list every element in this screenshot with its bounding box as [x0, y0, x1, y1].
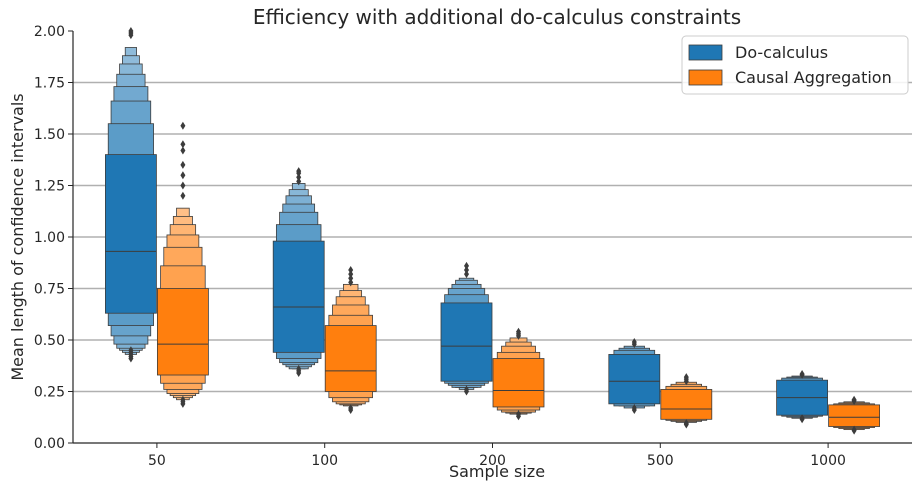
outlier-point [348, 274, 354, 283]
box-level [828, 404, 880, 427]
y-tick-label: 1.00 [34, 230, 65, 246]
outlier-point [180, 146, 186, 155]
chart-title: Efficiency with additional do-calculus c… [253, 5, 741, 29]
y-tick-label: 0.25 [34, 385, 65, 401]
outlier-point [799, 414, 805, 423]
box-group [608, 338, 661, 415]
axes: 0.00 0.25 0.50 0.75 1.00 1.25 1.50 1.75 2.00 50 10… [34, 24, 912, 469]
y-tick-label: 1.50 [34, 127, 65, 143]
outlier-point [348, 278, 354, 287]
x-tick-label: 50 [148, 453, 166, 469]
box-level [492, 358, 545, 408]
plot-area [105, 27, 880, 435]
box-level [660, 389, 713, 420]
outlier-point [296, 167, 302, 176]
legend-swatch [688, 69, 723, 86]
outlier-point [464, 261, 469, 270]
outlier-point [516, 327, 521, 336]
legend-label: Causal Aggregation [735, 68, 892, 87]
y-tick-label: 0.75 [34, 282, 65, 298]
y-tick-label: 1.25 [34, 179, 65, 195]
outlier-point [180, 181, 186, 190]
outlier-point [128, 27, 134, 35]
outlier-point [464, 265, 469, 274]
x-axis-label: Sample size [449, 462, 545, 481]
x-tick-label: 1000 [810, 453, 846, 469]
outlier-point [348, 265, 354, 274]
box-group [492, 327, 545, 421]
box-group [272, 167, 325, 377]
box-group [776, 369, 828, 424]
outlier-point [631, 403, 637, 412]
outlier-point [180, 121, 186, 130]
outlier-point [464, 385, 469, 394]
box-level [105, 154, 157, 314]
x-tick-label: 100 [311, 453, 338, 469]
outlier-point [348, 403, 354, 412]
y-axis-label: Mean length of confidence intervals [8, 93, 27, 380]
outlier-point [180, 140, 186, 149]
box-level [440, 302, 493, 382]
box-level [156, 288, 209, 376]
outlier-point [180, 395, 186, 404]
outlier-point [851, 425, 857, 434]
outlier-point [348, 270, 354, 279]
box-level [272, 240, 325, 353]
outlier-point [683, 373, 689, 382]
box-group [105, 27, 157, 363]
outlier-point [799, 369, 805, 378]
legend-label: Do-calculus [735, 43, 828, 62]
box-group [828, 395, 880, 435]
outlier-point [128, 346, 134, 355]
box-group [440, 261, 493, 396]
box-level [324, 325, 377, 392]
y-tick-label: 2.00 [34, 24, 65, 40]
y-tick-label: 1.75 [34, 76, 65, 92]
box-group [660, 373, 713, 429]
legend: Do-calculus Causal Aggregation [681, 35, 909, 95]
legend-frame [681, 35, 909, 95]
x-tick-label: 200 [479, 453, 506, 469]
outlier-point [851, 395, 857, 404]
box-group [324, 265, 377, 415]
outlier-point [296, 364, 302, 373]
x-tick-label: 500 [647, 453, 674, 469]
outlier-point [180, 171, 186, 180]
outlier-point [464, 270, 469, 279]
outlier-point [296, 177, 302, 186]
box-group [156, 121, 209, 408]
outlier-point [180, 191, 186, 200]
outlier-point [296, 173, 302, 182]
outlier-point [180, 160, 186, 169]
outlier-point [516, 410, 521, 419]
outlier-point [631, 338, 637, 347]
outlier-point [683, 419, 689, 428]
y-tick-label: 0.00 [34, 436, 65, 452]
y-tick-label: 0.50 [34, 333, 65, 349]
legend-swatch [688, 44, 723, 61]
box-level [608, 354, 661, 405]
